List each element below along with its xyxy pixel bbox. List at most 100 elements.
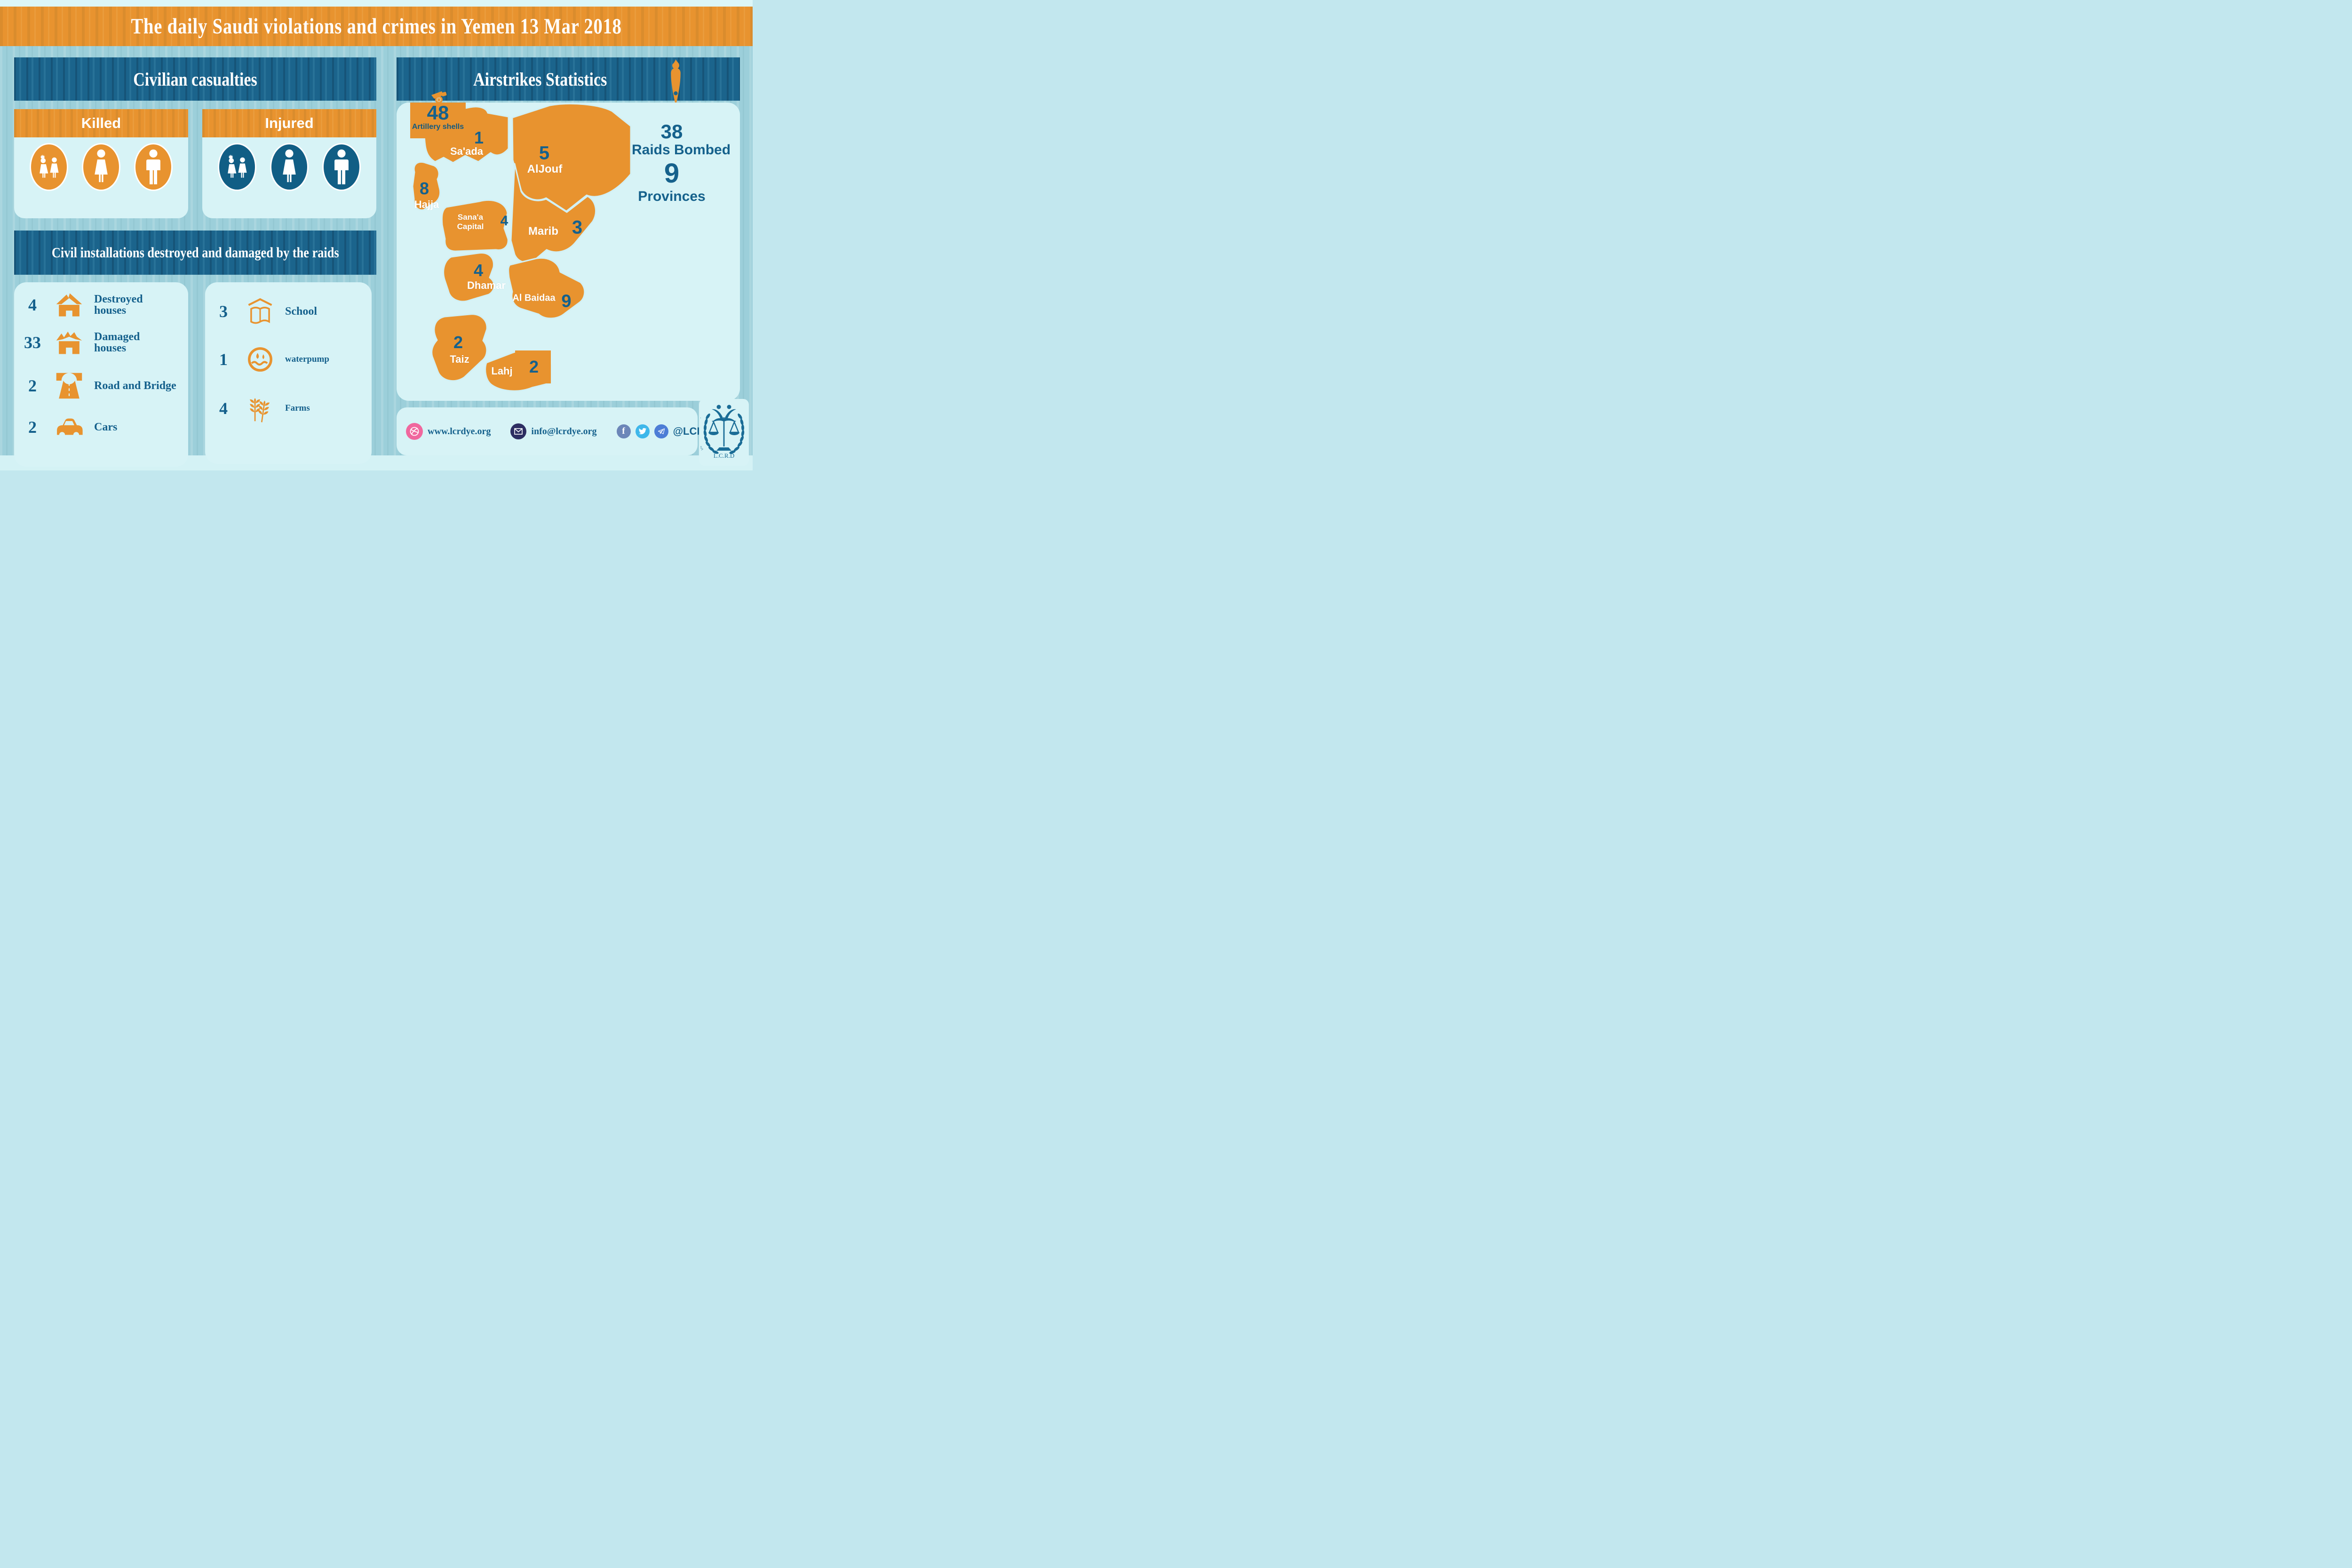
cannon-icon	[431, 91, 447, 103]
province-shape-dhamar	[443, 252, 495, 302]
installation-label: School	[285, 305, 318, 318]
province-value: 1	[474, 128, 484, 147]
injured-card: Injured	[202, 109, 376, 218]
title-banner: The daily Saudi violations and crimes in…	[0, 7, 753, 46]
car-icon	[51, 412, 87, 442]
installation-row-car: 2 Cars	[14, 412, 188, 442]
installations-banner: Civil installations destroyed and damage…	[14, 231, 376, 275]
province-value: 9	[561, 291, 572, 311]
province-value: 4	[500, 213, 509, 229]
email-link[interactable]: info@lcrdye.org	[510, 423, 597, 439]
province-name: AlJouf	[527, 163, 563, 175]
installation-label: Damaged houses	[94, 330, 140, 354]
province-value: 8	[419, 179, 429, 198]
svg-text:Legal Center for Rights and De: Legal Center for Rights and Development	[700, 400, 704, 451]
injured-header: Injured	[202, 109, 376, 137]
installation-label: waterpump	[285, 354, 329, 365]
province-name: Hajja	[414, 199, 439, 210]
page-title: The daily Saudi violations and crimes in…	[131, 14, 622, 39]
province-value: 2	[529, 357, 539, 376]
telegram-icon[interactable]	[654, 424, 668, 438]
installation-value: 4	[28, 295, 37, 314]
woman-icon	[270, 143, 309, 191]
installation-value: 2	[28, 376, 37, 395]
province-shape-hajja	[412, 161, 441, 211]
infographic-page: The daily Saudi violations and crimes in…	[0, 0, 753, 470]
provinces-label: Provinces	[638, 189, 706, 204]
raids-bombed-label: Raids Bombed	[632, 142, 731, 158]
province-value: 4	[473, 261, 484, 280]
lcrd-logo: L.C.R.D Legal Center for Rights and Deve…	[699, 399, 749, 466]
province-name: Lahj	[491, 365, 513, 377]
province-name: Sa'ada	[450, 145, 484, 157]
twitter-icon[interactable]	[635, 424, 650, 438]
installation-value: 33	[24, 333, 41, 352]
province-name: Marib	[528, 225, 559, 238]
airstrikes-heading: Airstrikes Statistics	[473, 68, 607, 90]
top-strip	[0, 0, 753, 7]
scales-of-justice-logo: L.C.R.D Legal Center for Rights and Deve…	[700, 400, 745, 459]
civilian-casualties-banner: Civilian casualties	[14, 57, 376, 101]
website-text: www.lcrdye.org	[428, 426, 491, 437]
destroyed-house-icon	[51, 290, 87, 320]
installation-value: 1	[219, 350, 228, 369]
logo-acronym: L.C.R.D	[714, 452, 734, 459]
installation-value: 3	[219, 302, 228, 321]
province-value: 3	[572, 217, 583, 238]
installation-value: 4	[219, 399, 228, 418]
installation-label: Farms	[285, 403, 310, 414]
installation-label: Cars	[94, 421, 118, 433]
man-icon	[322, 143, 361, 191]
laurel-right	[729, 414, 745, 454]
artillery-shells-box: 48 Artillery shells	[410, 103, 466, 138]
province-name: Dhamar	[467, 279, 506, 291]
province-shape-albaidaa	[508, 257, 586, 319]
province-name: Sana'a Capital	[457, 213, 484, 231]
injured-icons	[202, 137, 376, 191]
facebook-icon[interactable]: f	[616, 424, 631, 438]
logo-arc-text: Legal Center for Rights and Development	[700, 400, 704, 451]
bomb-icon	[671, 59, 681, 106]
province-value: 5	[539, 143, 550, 164]
school-icon	[242, 296, 278, 326]
installations-card-left: 4 Destroyed houses 33 Damaged houses 2 Road a…	[14, 282, 188, 467]
province-shape-aljouf	[511, 103, 632, 212]
installation-value: 2	[28, 418, 37, 437]
installation-label: Destroyed houses	[94, 293, 143, 317]
lahj-value-plate	[515, 350, 551, 383]
installation-row-waterpump: 1 waterpump	[205, 344, 372, 374]
waterpump-icon	[242, 344, 278, 374]
raids-provinces-stats: 38 Raids Bombed 9 Provinces	[632, 120, 731, 204]
province-shape-taiz	[431, 313, 488, 382]
injured-label: Injured	[265, 115, 314, 131]
killed-header: Killed	[14, 109, 188, 137]
website-link[interactable]: www.lcrdye.org	[406, 423, 491, 440]
email-text: info@lcrdye.org	[531, 426, 597, 437]
killed-icons	[14, 137, 188, 191]
province-value: 2	[453, 333, 463, 352]
installation-row-damaged-house: 33 Damaged houses	[14, 327, 188, 358]
installation-row-school: 3 School	[205, 296, 372, 326]
yemen-provinces-map	[412, 103, 632, 392]
installation-label: Road and Bridge	[94, 379, 176, 392]
woman-icon	[81, 143, 120, 191]
artillery-shells-label: Artillery shells	[412, 123, 464, 131]
province-name: Taiz	[450, 353, 469, 365]
province-name: Al Baidaa	[512, 293, 556, 303]
installations-card-right: 3 School 1 waterpump 4 Farms	[205, 282, 372, 464]
artillery-shells-value: 48	[427, 102, 449, 124]
installation-row-road-bridge: 2 Road and Bridge	[14, 371, 188, 401]
airstrikes-banner: Airstrikes Statistics	[397, 57, 740, 106]
installation-row-farms: 4 Farms	[205, 393, 372, 423]
children-icon	[29, 143, 68, 191]
laurel-left	[703, 414, 719, 454]
children-icon	[217, 143, 256, 191]
man-icon	[134, 143, 173, 191]
farms-icon	[242, 393, 278, 423]
road-bridge-icon	[51, 371, 87, 401]
killed-label: Killed	[81, 115, 121, 131]
killed-card: Killed	[14, 109, 188, 218]
raids-bombed-value: 38	[660, 120, 683, 143]
envelope-icon	[510, 423, 527, 439]
installation-row-destroyed-house: 4 Destroyed houses	[14, 290, 188, 320]
